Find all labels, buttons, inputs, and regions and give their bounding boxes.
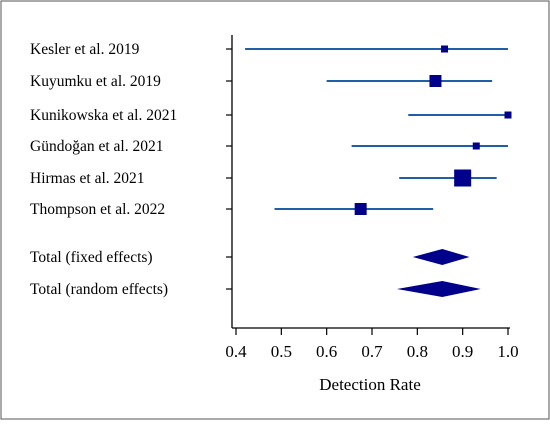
- study-label: Thompson et al. 2022: [30, 201, 165, 218]
- x-tick-label: 0.9: [452, 342, 473, 361]
- point-estimate-marker: [504, 111, 512, 119]
- pooled-estimate-diamond: [396, 281, 481, 297]
- x-tick-label: 0.6: [316, 342, 337, 361]
- study-label: Hirmas et al. 2021: [30, 170, 145, 187]
- study-label: Gündoğan et al. 2021: [30, 138, 163, 155]
- x-tick-label: 0.5: [271, 342, 292, 361]
- study-label: Kesler et al. 2019: [30, 41, 140, 58]
- x-tick-label: 0.8: [407, 342, 428, 361]
- x-tick-label: 1.0: [497, 342, 518, 361]
- x-axis-label: Detection Rate: [319, 375, 421, 394]
- point-estimate-marker: [354, 203, 367, 215]
- study-label: Kuyumku et al. 2019: [30, 73, 161, 90]
- total-label: Total (random effects): [30, 281, 168, 298]
- x-tick-label: 0.7: [361, 342, 383, 361]
- point-estimate-marker: [472, 142, 480, 150]
- x-tick-label: 0.4: [225, 342, 247, 361]
- pooled-estimate-diamond: [412, 249, 470, 265]
- study-label: Kunikowska et al. 2021: [30, 107, 177, 124]
- point-estimate-marker: [454, 169, 472, 187]
- point-estimate-marker: [429, 75, 442, 87]
- point-estimate-marker: [441, 45, 449, 53]
- total-label: Total (fixed effects): [30, 249, 153, 266]
